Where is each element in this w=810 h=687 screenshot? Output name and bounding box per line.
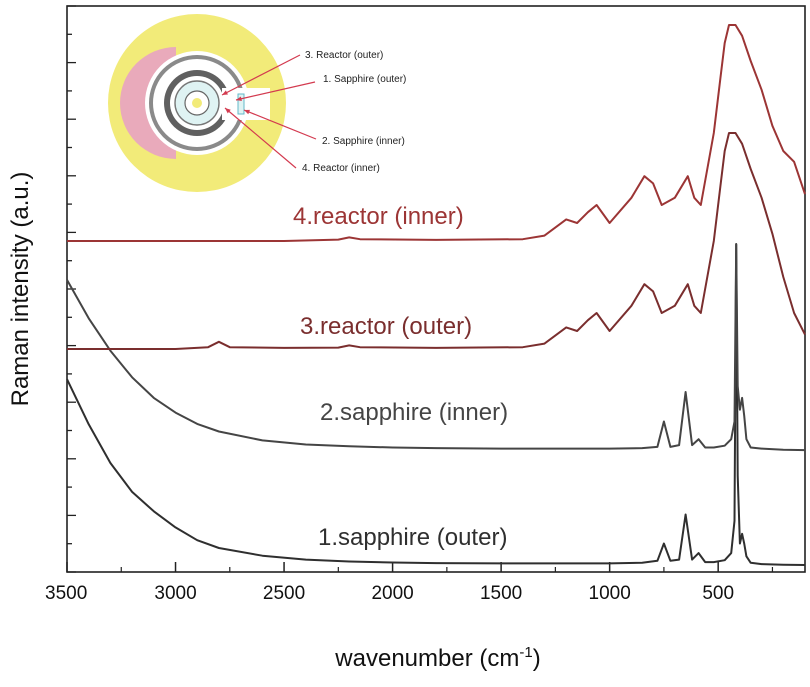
series-line-3 [67, 132, 806, 350]
series-line-4 [67, 24, 806, 242]
window-sapphire [237, 93, 245, 115]
inset-label-4: 4. Reactor (inner) [302, 163, 380, 174]
inset-arrowhead-1 [222, 90, 228, 95]
inset-arrowhead-2 [236, 96, 242, 102]
x-tick-label: 500 [702, 583, 734, 604]
series-line-1 [66, 243, 806, 566]
x-tick-label: 1500 [480, 583, 522, 604]
series-label-2: 2.sapphire (inner) [320, 399, 508, 426]
inset-arrow-1 [221, 54, 301, 96]
series-label-3: 3.reactor (outer) [300, 313, 472, 340]
x-axis-ticks [66, 562, 774, 572]
x-tick-label: 3000 [154, 583, 196, 604]
x-axis-tick-labels: 3500 3000 2500 2000 1500 1000 500 [45, 583, 734, 604]
inset-arrow-4 [224, 107, 297, 169]
spectra-lines [66, 24, 806, 566]
reactor-cross-section-inset: 3. Reactor (outer) 1. Sapphire (outer) 2. … [108, 14, 406, 192]
inset-arrowhead-4 [225, 108, 231, 114]
series-label-4: 4.reactor (inner) [293, 203, 464, 230]
core-yellow [192, 98, 202, 108]
series-line-2 [66, 243, 806, 452]
series-labels: 1.sapphire (outer) 2.sapphire (inner) 3.re… [293, 203, 508, 551]
y-axis-label: Raman intensity (a.u.) [7, 172, 34, 407]
window-notch [222, 88, 270, 120]
x-tick-label: 2000 [371, 583, 413, 604]
y-axis-ticks [67, 5, 76, 573]
inset-label-1: 3. Reactor (outer) [305, 50, 383, 61]
x-axis-label: wavenumber (cm-1) [334, 644, 540, 672]
x-tick-label: 1000 [589, 583, 631, 604]
inset-labels: 3. Reactor (outer) 1. Sapphire (outer) 2. … [302, 50, 406, 174]
inset-label-3: 2. Sapphire (inner) [322, 136, 405, 147]
inset-arrow-3 [243, 109, 317, 140]
inset-arrowhead-3 [244, 109, 250, 115]
inset-label-2: 1. Sapphire (outer) [323, 74, 406, 85]
inset-arrows [221, 54, 317, 169]
x-tick-label: 2500 [263, 583, 305, 604]
series-label-1: 1.sapphire (outer) [318, 524, 507, 551]
inset-arrow-2 [235, 81, 316, 101]
x-tick-label: 3500 [45, 583, 87, 604]
